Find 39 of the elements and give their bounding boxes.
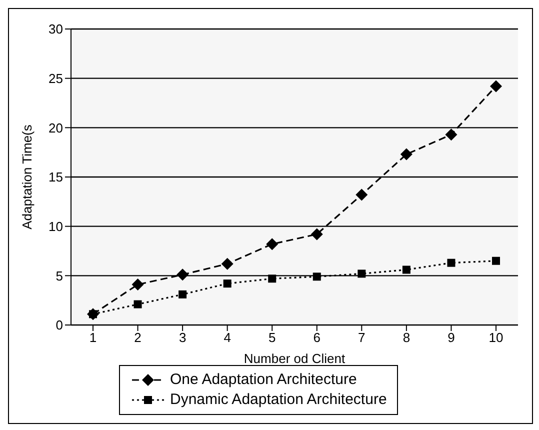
y-tick-label: 30 [48, 22, 63, 37]
y-tick-label: 5 [56, 268, 63, 284]
point [490, 80, 502, 92]
point [447, 258, 456, 267]
y-tick-label: 25 [48, 70, 63, 86]
y-tick-label: 0 [56, 318, 63, 333]
point [178, 290, 187, 298]
x-tick-label: 4 [224, 330, 231, 346]
x-tick-label: 8 [402, 330, 410, 346]
y-tick-label: 10 [48, 218, 63, 234]
point [221, 258, 234, 270]
point [266, 238, 278, 250]
y-tick-label: 15 [48, 170, 63, 185]
x-tick-label: 3 [178, 330, 186, 346]
x-tick-label: 5 [268, 330, 276, 346]
legend-label: Dynamic Adaptation Architecture [170, 390, 387, 410]
y-tick-label: 20 [48, 120, 63, 136]
x-tick-label: 2 [134, 330, 142, 346]
point [132, 278, 144, 291]
x-tick-label: 1 [89, 330, 97, 346]
point [400, 148, 412, 160]
legend-label: One Adaptation Architecture [170, 370, 357, 390]
x-axis-title: Number od Client [244, 351, 346, 366]
point [268, 274, 276, 283]
point [176, 268, 189, 281]
point [358, 270, 366, 278]
x-tick-label: 7 [358, 330, 366, 346]
point [310, 228, 323, 240]
y-axis-title: Adaptation Time(s [20, 124, 35, 230]
x-tick-label: 10 [488, 330, 504, 346]
point [492, 256, 500, 265]
point [223, 280, 232, 288]
point [402, 266, 410, 274]
point [356, 188, 368, 201]
point [445, 128, 458, 141]
point [134, 300, 142, 308]
x-tick-label: 9 [448, 330, 455, 346]
x-tick-label: 6 [313, 330, 321, 346]
point [312, 272, 321, 281]
